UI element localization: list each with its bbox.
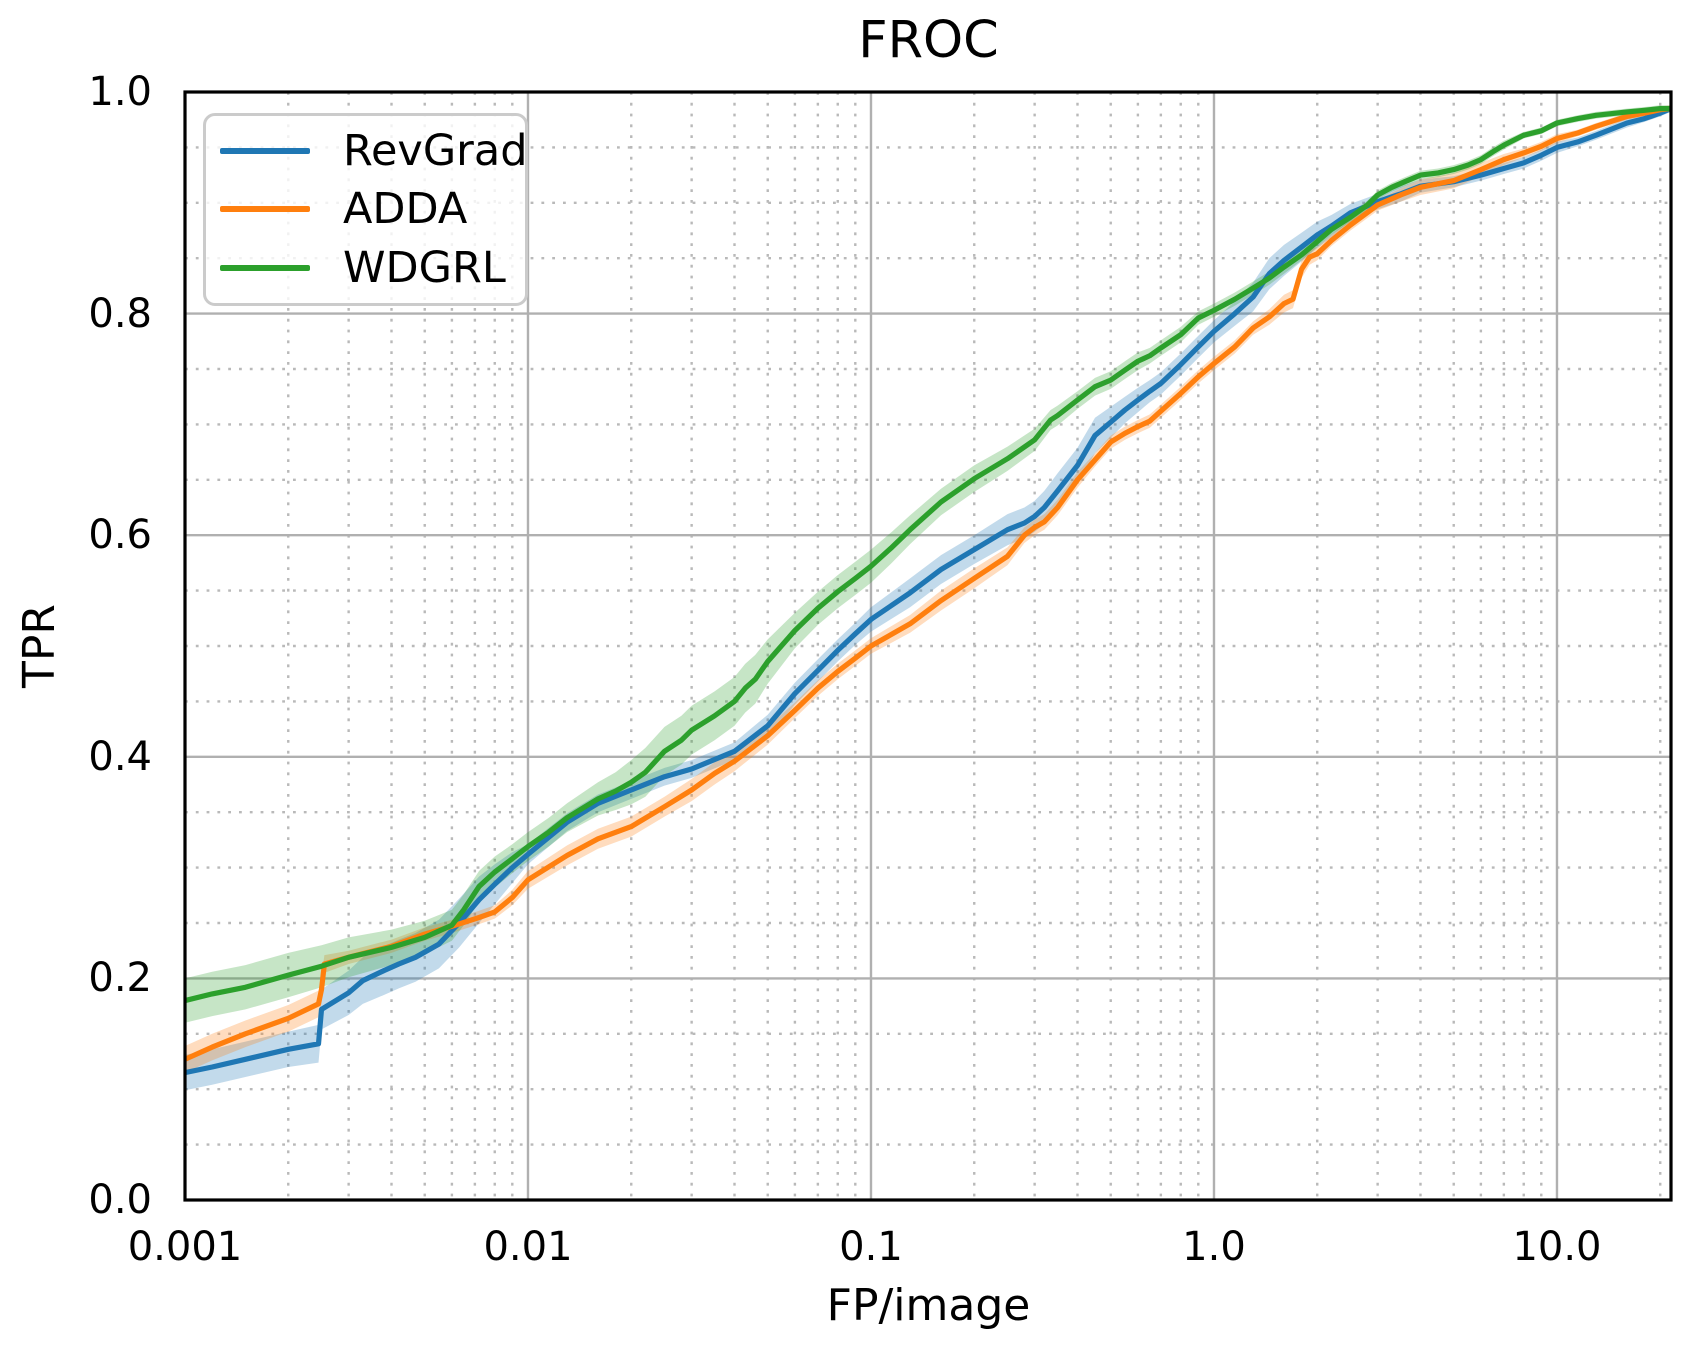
y-tick-label: 0.2 <box>88 955 152 1002</box>
legend-label: WDGRL <box>343 242 506 293</box>
y-tick-label: 0.6 <box>88 512 152 559</box>
revgrad-line-swatch <box>220 148 310 155</box>
chart-title: FROC <box>858 11 999 70</box>
y-tick-label: 0.8 <box>88 290 152 337</box>
legend: RevGrad ADDA WDGRL <box>203 113 528 306</box>
x-axis-label: FP/image <box>826 1280 1031 1331</box>
x-tick-label: 0.001 <box>127 1224 243 1270</box>
wdgrl-line-swatch <box>220 264 310 271</box>
y-tick-label: 1.0 <box>88 69 152 115</box>
y-tick-label: 0.0 <box>88 1177 152 1223</box>
y-tick-label: 0.4 <box>88 733 152 780</box>
x-tick-label: 1.0 <box>1182 1224 1246 1270</box>
adda-line-swatch <box>220 206 310 213</box>
legend-label: ADDA <box>343 184 468 235</box>
legend-item-wdgrl: WDGRL <box>220 239 525 297</box>
x-tick-label: 10.0 <box>1512 1224 1602 1270</box>
legend-label: RevGrad <box>343 126 528 177</box>
x-tick-label: 0.1 <box>839 1224 903 1270</box>
x-tick-label: 0.01 <box>483 1224 573 1270</box>
y-axis-label: TPR <box>14 604 65 688</box>
legend-item-revgrad: RevGrad <box>220 122 528 180</box>
legend-item-adda: ADDA <box>220 180 525 238</box>
